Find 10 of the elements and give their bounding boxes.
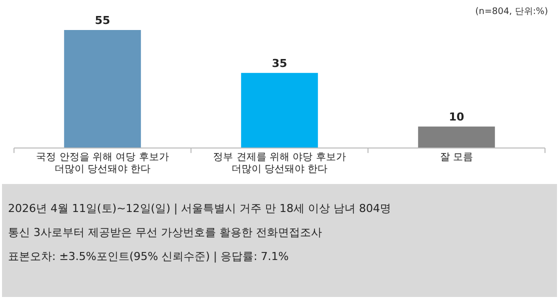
text: (n=804, 단위:%) — [475, 7, 548, 17]
x-tick-label: 정부 견제를 위해 야당 후보가 더많이 당선돼야 한다 — [213, 152, 346, 175]
text: 통신 3사로부터 제공받은 무선 가상번호를 활용한 전화면접조사 — [8, 226, 322, 239]
data-label: 10 — [448, 110, 464, 124]
x-tick-label: 국정 안정을 위해 여당 후보가 더많이 당선돼야 한다 — [36, 152, 169, 175]
text: 표본오차: ±3.5%포인트(95% 신뢰수준) | 응답률: 7.1% — [8, 250, 289, 263]
text: 2026년 4월 11일(토)~12일(일) | 서울특별시 거주 만 18세 이상 남녀 804명 — [8, 202, 392, 215]
x-tick-label: 잘 모름 — [440, 152, 474, 163]
data-label: 55 — [94, 14, 110, 27]
data-label: 35 — [272, 56, 288, 70]
